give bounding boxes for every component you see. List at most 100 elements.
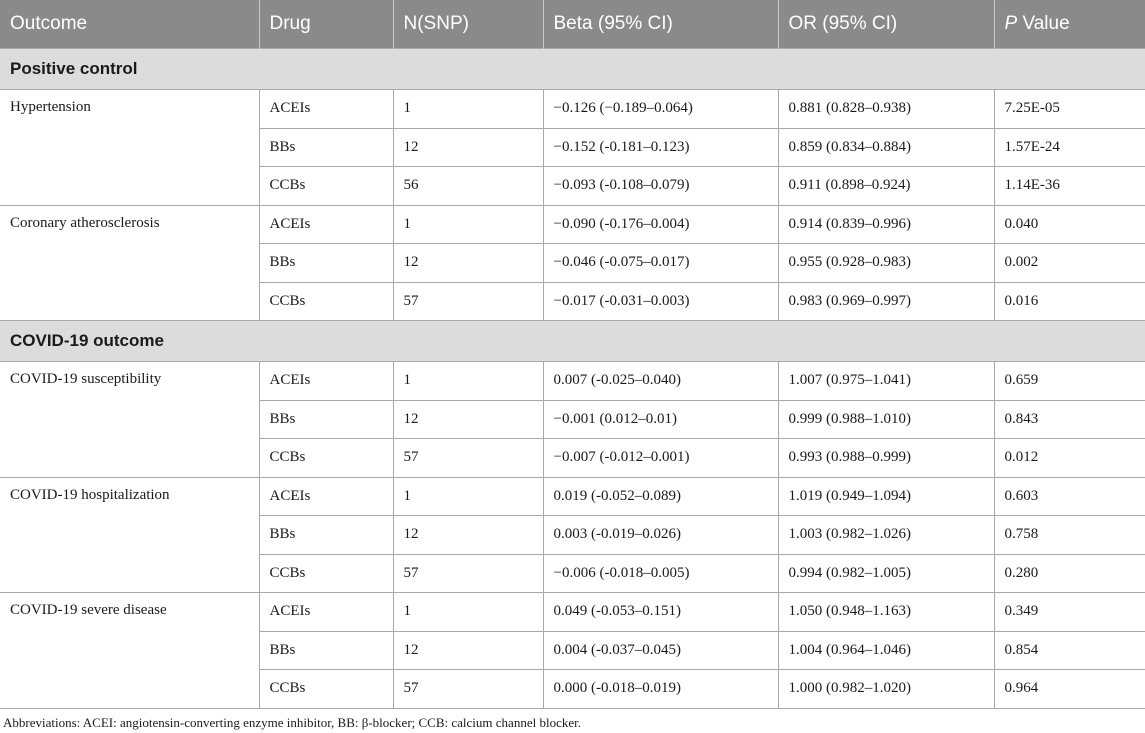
nsnp-cell: 12 xyxy=(392,127,544,167)
or-cell: 1.007 (0.975–1.041) xyxy=(777,361,995,401)
header-p-value: P Value xyxy=(993,0,1145,49)
p-value-cell: 0.040 xyxy=(993,204,1145,244)
beta-cell: −0.152 (-0.181–0.123) xyxy=(542,127,779,167)
outcome-cell: COVID-19 susceptibility xyxy=(0,361,260,478)
beta-cell: 0.004 (-0.037–0.045) xyxy=(542,630,779,670)
outcome-cell: Coronary atherosclerosis xyxy=(0,204,260,321)
drug-cell: BBs xyxy=(259,127,394,167)
drug-cell: CCBs xyxy=(259,438,394,478)
drug-cell: ACEIs xyxy=(258,592,394,632)
nsnp-cell: 12 xyxy=(392,399,544,439)
beta-cell: −0.001 (0.012–0.01) xyxy=(542,399,779,439)
nsnp-cell: 57 xyxy=(392,553,544,593)
outcome-cell: COVID-19 hospitalization xyxy=(0,476,260,593)
or-cell: 1.003 (0.982–1.026) xyxy=(777,515,995,555)
p-value-cell: 1.14E-36 xyxy=(993,166,1145,206)
section-title: COVID-19 outcome xyxy=(0,320,1145,362)
drug-cell: CCBs xyxy=(259,669,394,709)
table-row: CCBs 57 0.000 (-0.018–0.019) 1.000 (0.982–1… xyxy=(0,669,1145,709)
table-row: COVID-19 susceptibility ACEIs 1 0.007 (-0.0… xyxy=(0,361,1145,478)
table-row: CCBs 57 −0.017 (-0.031–0.003) 0.983 (0.969–… xyxy=(0,281,1145,321)
or-cell: 0.999 (0.988–1.010) xyxy=(777,399,995,439)
p-value-cell: 0.002 xyxy=(993,243,1145,283)
table-footnote: Abbreviations: ACEI: angiotensin-convert… xyxy=(3,715,581,730)
drug-cell: ACEIs xyxy=(258,204,394,244)
table-row: BBs 12 0.003 (-0.019–0.026) 1.003 (0.982–1.… xyxy=(0,515,1145,555)
p-value-cell: 0.964 xyxy=(993,669,1145,709)
drug-cell: BBs xyxy=(259,399,394,439)
beta-cell: 0.003 (-0.019–0.026) xyxy=(542,515,779,555)
nsnp-cell: 12 xyxy=(392,243,544,283)
p-value-cell: 0.758 xyxy=(993,515,1145,555)
nsnp-cell: 57 xyxy=(392,438,544,478)
beta-cell: −0.046 (-0.075–0.017) xyxy=(542,243,779,283)
header-beta: Beta (95% CI) xyxy=(542,0,778,49)
p-value-cell: 1.57E-24 xyxy=(993,127,1145,167)
or-cell: 1.000 (0.982–1.020) xyxy=(777,669,995,709)
section-row: COVID-19 outcome xyxy=(0,320,1145,362)
nsnp-cell: 56 xyxy=(392,166,544,206)
header-row: Outcome Drug N(SNP) Beta (95% CI) OR (95… xyxy=(0,0,1145,49)
drug-cell: BBs xyxy=(259,630,394,670)
p-value-cell: 0.016 xyxy=(993,281,1145,321)
beta-cell: 0.049 (-0.053–0.151) xyxy=(542,592,779,632)
beta-cell: −0.006 (-0.018–0.005) xyxy=(542,553,779,593)
drug-cell: ACEIs xyxy=(258,361,394,401)
beta-cell: −0.090 (-0.176–0.004) xyxy=(542,204,779,244)
p-value-cell: 7.25E-05 xyxy=(993,89,1145,129)
header-or: OR (95% CI) xyxy=(777,0,994,49)
outcome-cell: Hypertension xyxy=(0,89,260,206)
or-cell: 1.050 (0.948–1.163) xyxy=(777,592,995,632)
drug-cell: BBs xyxy=(259,243,394,283)
p-value-cell: 0.349 xyxy=(993,592,1145,632)
table-row: CCBs 57 −0.006 (-0.018–0.005) 0.994 (0.982–… xyxy=(0,553,1145,593)
nsnp-cell: 1 xyxy=(392,204,544,244)
drug-cell: ACEIs xyxy=(258,476,394,516)
or-cell: 0.955 (0.928–0.983) xyxy=(777,243,995,283)
p-value-cell: 0.659 xyxy=(993,361,1145,401)
header-p-italic: P xyxy=(1004,13,1018,34)
or-cell: 0.859 (0.834–0.884) xyxy=(777,127,995,167)
beta-cell: −0.007 (-0.012–0.001) xyxy=(542,438,779,478)
or-cell: 0.983 (0.969–0.997) xyxy=(777,281,995,321)
drug-cell: CCBs xyxy=(259,553,394,593)
table-row: COVID-19 severe disease ACEIs 1 0.049 (-0.0… xyxy=(0,592,1145,709)
table-row: CCBs 56 −0.093 (-0.108–0.079) 0.911 (0.898–… xyxy=(0,166,1145,206)
nsnp-cell: 57 xyxy=(392,669,544,709)
header-p-rest: Value xyxy=(1017,13,1070,34)
or-cell: 0.993 (0.988–0.999) xyxy=(777,438,995,478)
table-row: CCBs 57 −0.007 (-0.012–0.001) 0.993 (0.988–… xyxy=(0,438,1145,478)
section-title: Positive control xyxy=(0,48,1145,90)
drug-cell: BBs xyxy=(259,515,394,555)
drug-cell: CCBs xyxy=(259,281,394,321)
table-row: BBs 12 −0.001 (0.012–0.01) 0.999 (0.988–1.0… xyxy=(0,399,1145,439)
or-cell: 0.911 (0.898–0.924) xyxy=(777,166,995,206)
header-outcome: Outcome xyxy=(0,0,259,49)
p-value-cell: 0.280 xyxy=(993,553,1145,593)
p-value-cell: 0.012 xyxy=(993,438,1145,478)
table-row: COVID-19 hospitalization ACEIs 1 0.019 (-0.… xyxy=(0,476,1145,593)
nsnp-cell: 1 xyxy=(392,361,544,401)
beta-cell: −0.093 (-0.108–0.079) xyxy=(542,166,779,206)
beta-cell: −0.017 (-0.031–0.003) xyxy=(542,281,779,321)
p-value-cell: 0.854 xyxy=(993,630,1145,670)
beta-cell: 0.007 (-0.025–0.040) xyxy=(542,361,779,401)
nsnp-cell: 12 xyxy=(392,630,544,670)
header-nsnp: N(SNP) xyxy=(392,0,543,49)
drug-cell: ACEIs xyxy=(258,89,394,129)
beta-cell: 0.019 (-0.052–0.089) xyxy=(542,476,779,516)
table-row: Coronary atherosclerosis ACEIs 1 −0.090 (-0… xyxy=(0,204,1145,321)
or-cell: 0.994 (0.982–1.005) xyxy=(777,553,995,593)
or-cell: 1.019 (0.949–1.094) xyxy=(777,476,995,516)
nsnp-cell: 1 xyxy=(392,89,544,129)
section-row: Positive control xyxy=(0,48,1145,90)
or-cell: 0.914 (0.839–0.996) xyxy=(777,204,995,244)
nsnp-cell: 57 xyxy=(392,281,544,321)
header-drug: Drug xyxy=(258,0,393,49)
p-value-cell: 0.603 xyxy=(993,476,1145,516)
outcome-cell: COVID-19 severe disease xyxy=(0,592,260,709)
results-table: Outcome Drug N(SNP) Beta (95% CI) OR (95… xyxy=(0,0,1145,709)
nsnp-cell: 12 xyxy=(392,515,544,555)
table-row: Hypertension ACEIs 1 −0.126 (−0.189–0.064) 0… xyxy=(0,89,1145,206)
p-value-cell: 0.843 xyxy=(993,399,1145,439)
